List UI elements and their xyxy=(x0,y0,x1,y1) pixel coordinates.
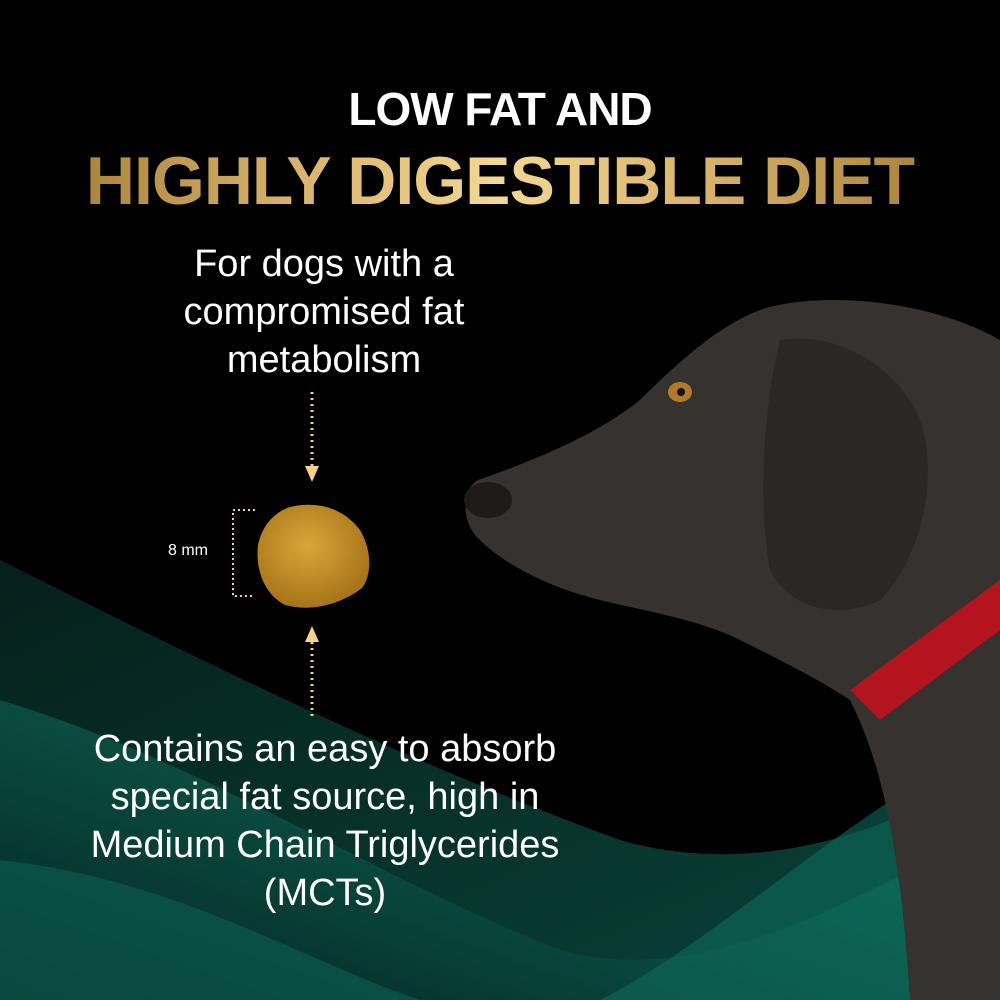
arrow-bottom xyxy=(305,626,319,720)
callout-bottom: Contains an easy to absorb special fat s… xyxy=(90,728,560,914)
headline-line1: LOW FAT AND xyxy=(348,83,652,135)
kibble-size-label: 8 mm xyxy=(168,542,208,559)
headline-line2: HIGHLY DIGESTIBLE DIET xyxy=(0,142,1000,220)
kibble-image xyxy=(257,504,370,608)
dog-nose xyxy=(464,482,512,518)
callout-top: For dogs with a compromised fat metaboli… xyxy=(183,243,465,381)
dog-image xyxy=(464,300,1000,1000)
arrow-top xyxy=(305,392,319,482)
dog-collar xyxy=(850,580,1000,720)
size-bracket xyxy=(232,509,255,597)
